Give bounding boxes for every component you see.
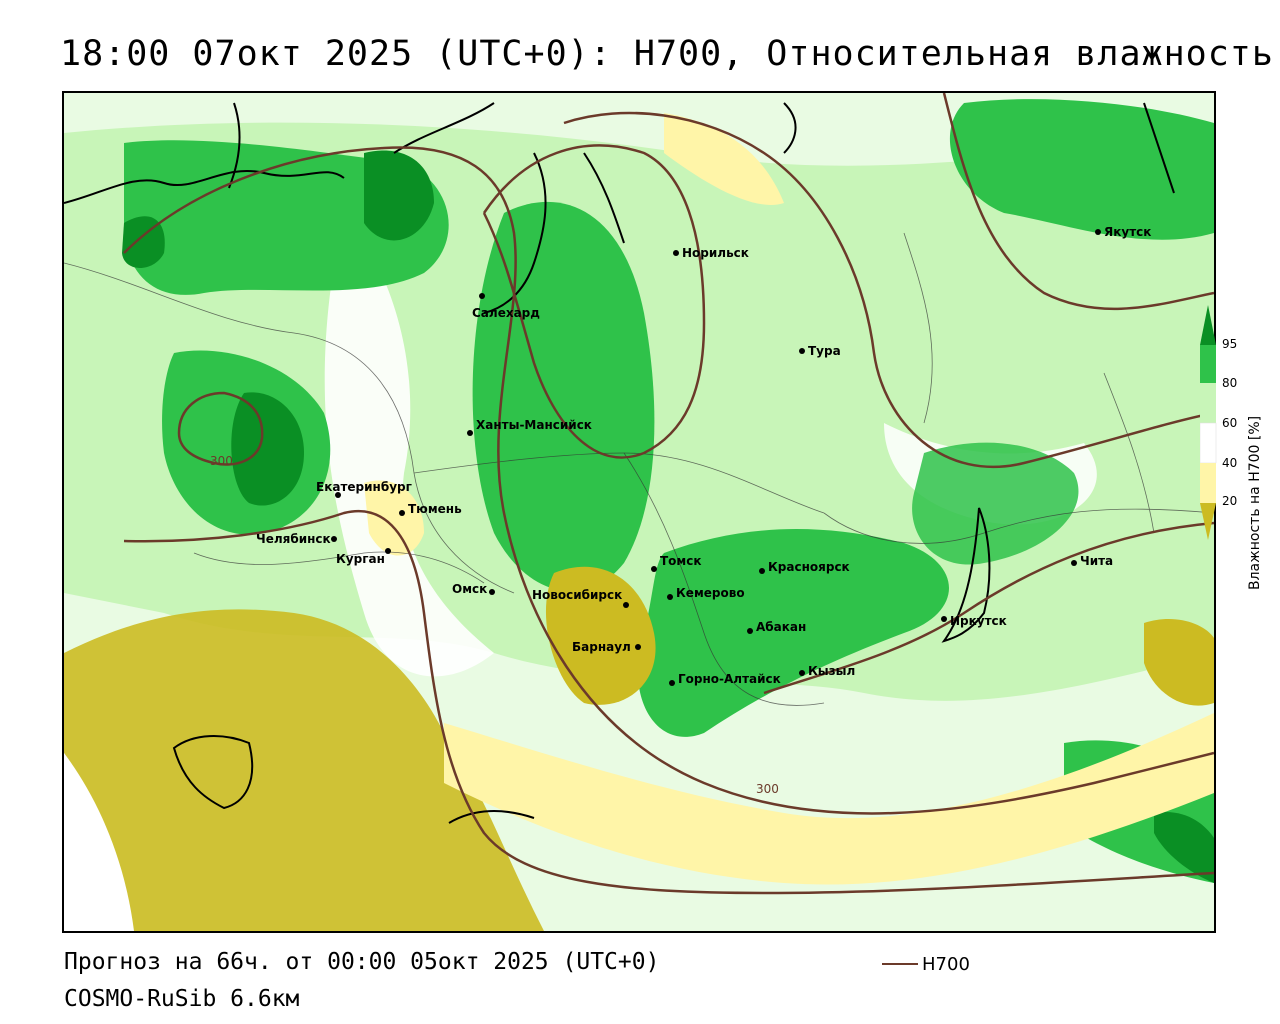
colorbar-tick-40: 40 xyxy=(1222,456,1238,470)
svg-text:Екатеринбург: Екатеринбург xyxy=(316,480,412,494)
city-barnaul: Барнаул xyxy=(572,640,641,654)
map-title: 18:00 07окт 2025 (UTC+0): H700, Относите… xyxy=(60,34,1274,74)
city-kurgan: Курган xyxy=(336,548,391,566)
svg-text:Челябинск: Челябинск xyxy=(256,532,331,546)
contour-label-300-urals: 300 xyxy=(210,454,233,468)
wet-zone-yakutia xyxy=(949,99,1214,240)
city-chita: Чита xyxy=(1071,554,1113,568)
dry-zone-south xyxy=(444,713,1214,885)
city-chelyabinsk: Челябинск xyxy=(256,532,337,546)
model-name: COSMO-RuSib 6.6км xyxy=(64,986,300,1012)
colorbar-band-20-40 xyxy=(1200,463,1216,503)
svg-text:Красноярск: Красноярск xyxy=(768,560,850,574)
humidity-colorbar xyxy=(1200,305,1217,540)
region-boundaries xyxy=(64,232,1214,706)
forecast-info: Прогноз на 66ч. от 00:00 05окт 2025 (UTC… xyxy=(64,949,660,975)
colorbar-title: Влажность на H700 [%] xyxy=(1247,415,1263,590)
svg-text:Кызыл: Кызыл xyxy=(808,664,855,678)
svg-text:Салехард: Салехард xyxy=(472,306,540,320)
colorbar-tick-95: 95 xyxy=(1222,337,1238,351)
colorbar-band-60-80 xyxy=(1200,383,1216,423)
svg-text:Горно-Алтайск: Горно-Алтайск xyxy=(678,672,781,686)
svg-text:Иркутск: Иркутск xyxy=(950,614,1007,628)
colorbar-tick-20: 20 xyxy=(1222,494,1238,508)
city-tomsk: Томск xyxy=(651,554,702,572)
svg-text:Ханты-Мансийск: Ханты-Мансийск xyxy=(476,418,592,432)
city-kyzyl: Кызыл xyxy=(799,664,855,678)
wet-zone-south-siberia xyxy=(637,529,949,737)
svg-text:Тура: Тура xyxy=(808,344,841,358)
svg-text:Абакан: Абакан xyxy=(756,620,806,634)
city-khanty-mansiysk: Ханты-Мансийск xyxy=(467,418,592,436)
svg-text:Тюмень: Тюмень xyxy=(408,502,462,516)
dry-zone-altai xyxy=(545,566,656,705)
svg-text:Чита: Чита xyxy=(1080,554,1113,568)
h700-contours xyxy=(123,93,1214,895)
dry-zone-kazakhstan xyxy=(64,609,544,931)
svg-text:Омск: Омск xyxy=(452,582,487,596)
city-krasnoyarsk: Красноярск xyxy=(759,560,850,574)
svg-text:Кемерово: Кемерово xyxy=(676,586,745,600)
contour-label-300-south: 300 xyxy=(756,782,779,796)
map-panel: 300 300 Якутск Норильск Салехард Тура xyxy=(62,91,1216,933)
city-abakan: Абакан xyxy=(747,620,806,634)
colorbar-band-40-60 xyxy=(1200,422,1217,464)
h700-legend-line xyxy=(882,963,918,965)
svg-text:Новосибирск: Новосибирск xyxy=(532,588,622,602)
map-canvas: 300 300 Якутск Норильск Салехард Тура xyxy=(64,93,1214,931)
city-irkutsk: Иркутск xyxy=(941,614,1007,628)
svg-text:Норильск: Норильск xyxy=(682,246,749,260)
city-norilsk: Норильск xyxy=(673,246,749,260)
city-yekaterinburg: Екатеринбург xyxy=(316,480,412,498)
svg-text:Томск: Томск xyxy=(660,554,702,568)
city-gorno-altaysk: Горно-Алтайск xyxy=(669,672,781,686)
colorbar-bottom-arrow xyxy=(1200,503,1216,540)
colorbar-tick-60: 60 xyxy=(1222,416,1238,430)
city-salekhard: Салехард xyxy=(472,293,540,320)
colorbar-band-80-95 xyxy=(1200,345,1216,383)
city-markers: Якутск Норильск Салехард Тура Ханты-Манс… xyxy=(256,225,1151,686)
wet-zone-west-siberia xyxy=(472,201,655,592)
svg-text:Якутск: Якутск xyxy=(1104,225,1151,239)
city-omsk: Омск xyxy=(452,582,495,596)
city-kemerovo: Кемерово xyxy=(667,586,745,600)
city-tura: Тура xyxy=(799,344,841,358)
city-novosibirsk: Новосибирск xyxy=(532,588,629,608)
svg-text:Барнаул: Барнаул xyxy=(572,640,631,654)
svg-text:Курган: Курган xyxy=(336,552,385,566)
colorbar-top-arrow xyxy=(1200,305,1216,345)
city-tyumen: Тюмень xyxy=(399,502,462,516)
coastlines xyxy=(64,102,1175,824)
h700-legend-label: H700 xyxy=(922,954,970,975)
colorbar-tick-80: 80 xyxy=(1222,376,1238,390)
city-yakutsk: Якутск xyxy=(1095,225,1151,239)
